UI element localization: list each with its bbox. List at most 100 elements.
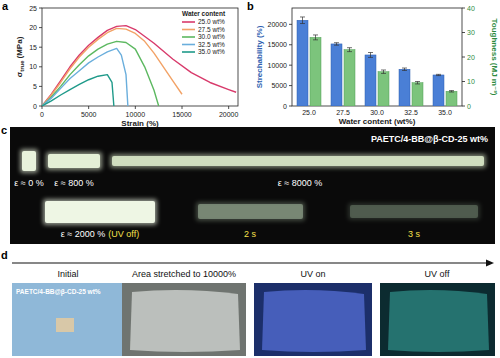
caption-text: ε ≈ 2000 % — [61, 229, 105, 239]
x-tick-label: 25.0 — [302, 109, 316, 116]
y2-tick — [462, 81, 465, 82]
x-tick-label: 30.0 — [370, 109, 384, 116]
error-bar — [313, 35, 318, 40]
error-bar — [436, 74, 441, 75]
caption-text: 2 s — [244, 229, 257, 239]
label-part: true — [19, 60, 25, 72]
legend-swatch — [182, 29, 195, 31]
legend-swatch — [182, 44, 195, 46]
gel-sample — [56, 318, 74, 332]
y2-tick — [462, 32, 465, 33]
arrow-head — [486, 260, 494, 267]
x-tick-label: 20000 — [219, 111, 239, 118]
gel-strip — [22, 151, 36, 171]
y-tick — [39, 66, 42, 67]
caption: 2 s — [244, 229, 257, 239]
step-label: Initial — [57, 269, 78, 279]
y-tick-label: 5 — [33, 83, 37, 90]
bar — [331, 44, 342, 106]
legend-title: Water content — [182, 10, 226, 17]
y2-tick-label: 0 — [467, 103, 471, 110]
y-tick — [289, 85, 292, 86]
stretched-film — [262, 290, 366, 352]
x-axis-label: Strain (%) — [121, 119, 159, 128]
plot-frame — [42, 8, 238, 106]
photo — [254, 283, 372, 356]
y-tick-label: 25 — [29, 5, 37, 12]
plot-area — [42, 26, 236, 106]
bar — [344, 50, 355, 106]
gel-strip — [112, 156, 484, 166]
y-tick-label: 5000 — [271, 82, 287, 89]
legend-swatch — [182, 21, 195, 23]
bar — [412, 83, 423, 106]
gel-glow — [46, 152, 102, 170]
y-tick — [289, 44, 292, 45]
gel-glow — [20, 149, 38, 173]
legend-label: 32.5 wt% — [198, 41, 225, 48]
x-tick-label: 15000 — [172, 111, 192, 118]
legend-label: 35.0 wt% — [198, 48, 225, 55]
y-tick-label: 20000 — [268, 21, 288, 28]
gel-glow — [196, 202, 305, 221]
y2-tick — [462, 8, 465, 9]
bar — [433, 75, 444, 106]
gel-glow — [110, 154, 486, 168]
bar — [310, 37, 321, 106]
photo-background — [10, 127, 495, 244]
stretched-film — [130, 290, 240, 352]
panel-letter: d — [1, 249, 8, 261]
y-tick — [289, 106, 292, 107]
bar — [365, 55, 376, 106]
legend-swatch — [182, 36, 195, 38]
series-line — [42, 41, 159, 106]
gel-strip — [48, 154, 100, 168]
x-tick — [182, 106, 183, 109]
legend-label: 30.0 wt% — [198, 33, 225, 40]
y-tick — [39, 47, 42, 48]
step-label: UV on — [300, 269, 325, 279]
series-line — [42, 28, 182, 106]
sample-label: PAETC/4-BB@β-CD-25 wt% — [16, 288, 101, 296]
series-line — [42, 26, 236, 106]
error-bar — [381, 70, 386, 73]
y-tick — [289, 65, 292, 66]
x-axis-label: Water content (wt%) — [339, 117, 416, 126]
x-tick — [135, 106, 136, 109]
panel-letter: a — [2, 0, 9, 12]
x-tick — [228, 106, 229, 109]
caption: ε ≈ 800 % — [54, 178, 93, 188]
gel-strip — [350, 205, 478, 218]
sample-label: PAETC/4-BB@β-CD-25 wt% — [371, 134, 488, 144]
y-tick-label: 10 — [29, 63, 37, 70]
y-tick-label: 10000 — [268, 62, 288, 69]
y-tick-label: 15 — [29, 44, 37, 51]
step-label: Area stretched to 10000% — [132, 269, 236, 279]
y2-tick — [462, 57, 465, 58]
caption: ε ≈ 0 % — [14, 178, 43, 188]
gel-strip — [45, 201, 155, 223]
label-part: (MPa) — [15, 36, 24, 58]
panel-letter: b — [247, 0, 254, 12]
series-line — [42, 75, 114, 106]
x-tick-label: 27.5 — [336, 109, 350, 116]
figure: abcd050001000015000200000510152025Strain… — [0, 0, 500, 358]
error-bar — [402, 68, 407, 70]
x-tick — [42, 106, 43, 109]
plot-frame — [292, 8, 462, 106]
error-bar — [347, 48, 352, 52]
x-tick-label: 35.0 — [438, 109, 452, 116]
bar — [378, 72, 389, 106]
error-bar — [300, 17, 305, 24]
gel-glow — [348, 203, 480, 220]
legend-swatch — [182, 51, 195, 53]
error-bar — [449, 91, 454, 92]
error-bar — [368, 53, 373, 58]
x-tick-label: 10000 — [126, 111, 146, 118]
bar — [297, 20, 308, 106]
x-tick — [88, 106, 89, 109]
y-tick-label: 15000 — [268, 41, 288, 48]
y-tick — [39, 86, 42, 87]
plot-area — [297, 17, 457, 106]
stretched-film — [388, 290, 489, 352]
